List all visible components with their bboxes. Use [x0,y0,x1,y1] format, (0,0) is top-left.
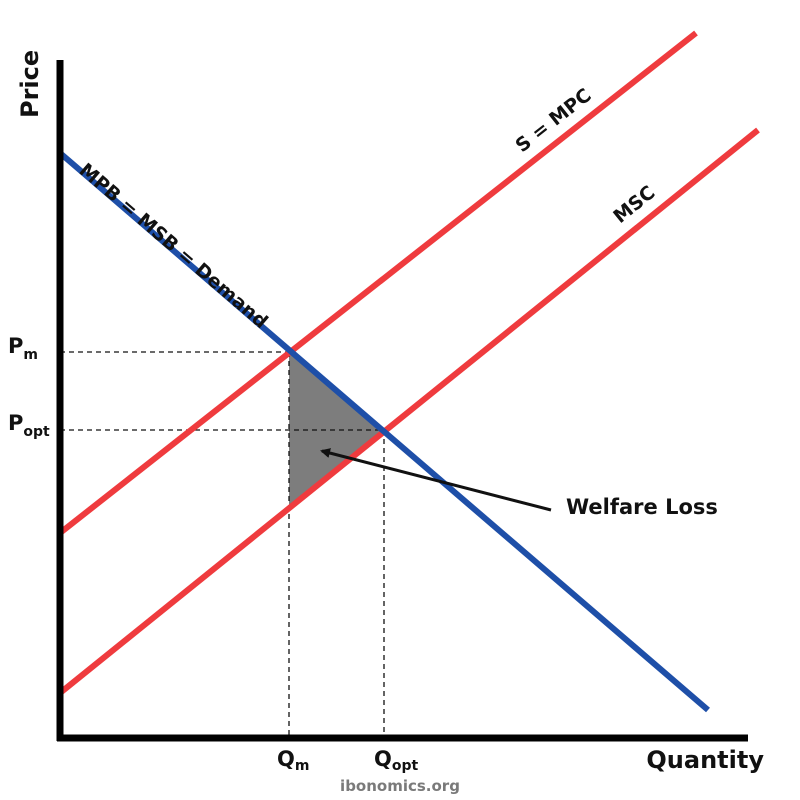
msc-curve-label: MSC [609,182,659,228]
x-axis-label: Quantity [646,746,764,774]
demand-curve-label: MPB = MSB = Demand [75,159,272,333]
welfare-loss-arrow [320,448,552,512]
msc-curve [58,127,760,696]
welfare-loss-area [289,352,384,508]
welfare-loss-label: Welfare Loss [566,495,718,519]
credit-text: ibonomics.org [340,777,460,795]
supply-mpc-curve [58,30,698,536]
pm-label: Pm [8,334,38,363]
y-axis-label: Price [16,50,44,118]
qm-label: Qm [277,747,309,774]
popt-label: Popt [8,411,50,440]
qopt-label: Qopt [374,747,418,774]
demand-curve [58,150,710,713]
guide-lines [60,351,385,738]
